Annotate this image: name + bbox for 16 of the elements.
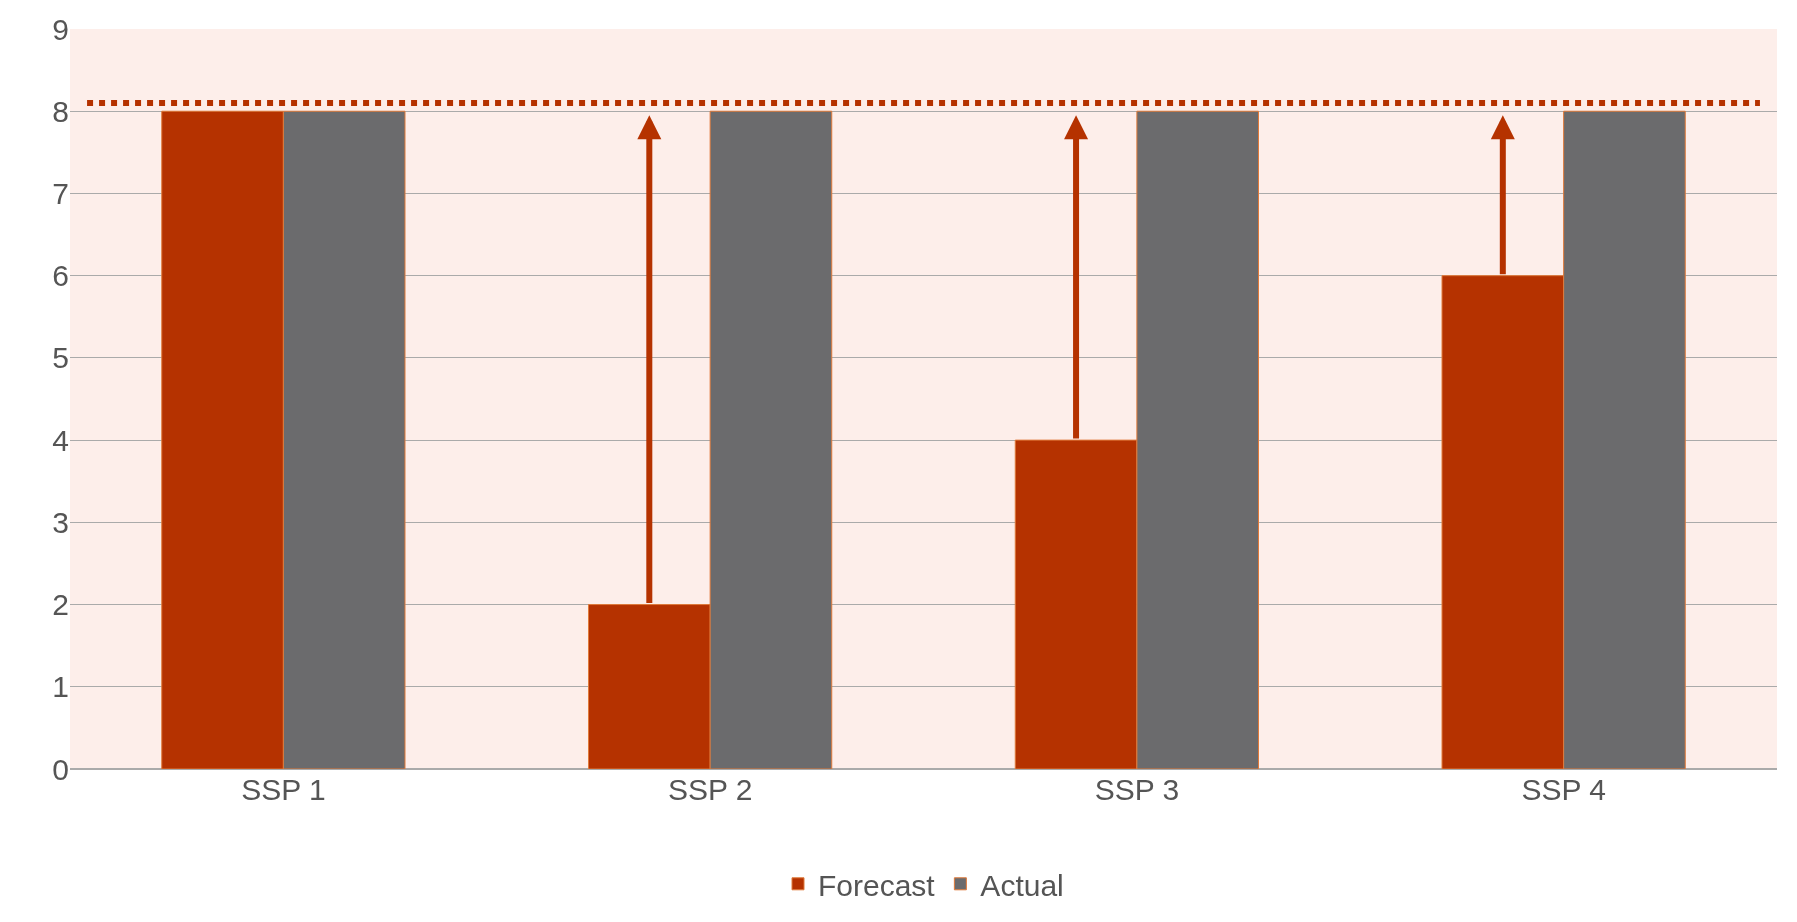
legend-label: Actual bbox=[980, 868, 1064, 902]
y-tick-label: 3 bbox=[52, 505, 69, 539]
y-tick-label: 0 bbox=[52, 752, 69, 786]
y-tick-label: 2 bbox=[52, 588, 69, 622]
legend-label: Forecast bbox=[818, 868, 936, 902]
x-tick-label: SSP 4 bbox=[1521, 773, 1606, 806]
y-tick-label: 1 bbox=[52, 670, 69, 704]
x-tick-label: SSP 2 bbox=[667, 773, 753, 806]
y-tick-label: 7 bbox=[52, 176, 69, 210]
y-tick-label: 9 bbox=[52, 12, 69, 46]
y-tick-label: 8 bbox=[52, 94, 69, 128]
x-tick-label: SSP 3 bbox=[1094, 773, 1180, 806]
y-tick-label: 5 bbox=[52, 341, 69, 375]
x-tick-label: SSP 1 bbox=[241, 773, 326, 806]
y-tick-label: 4 bbox=[52, 423, 69, 457]
y-tick-label: 6 bbox=[52, 259, 69, 293]
